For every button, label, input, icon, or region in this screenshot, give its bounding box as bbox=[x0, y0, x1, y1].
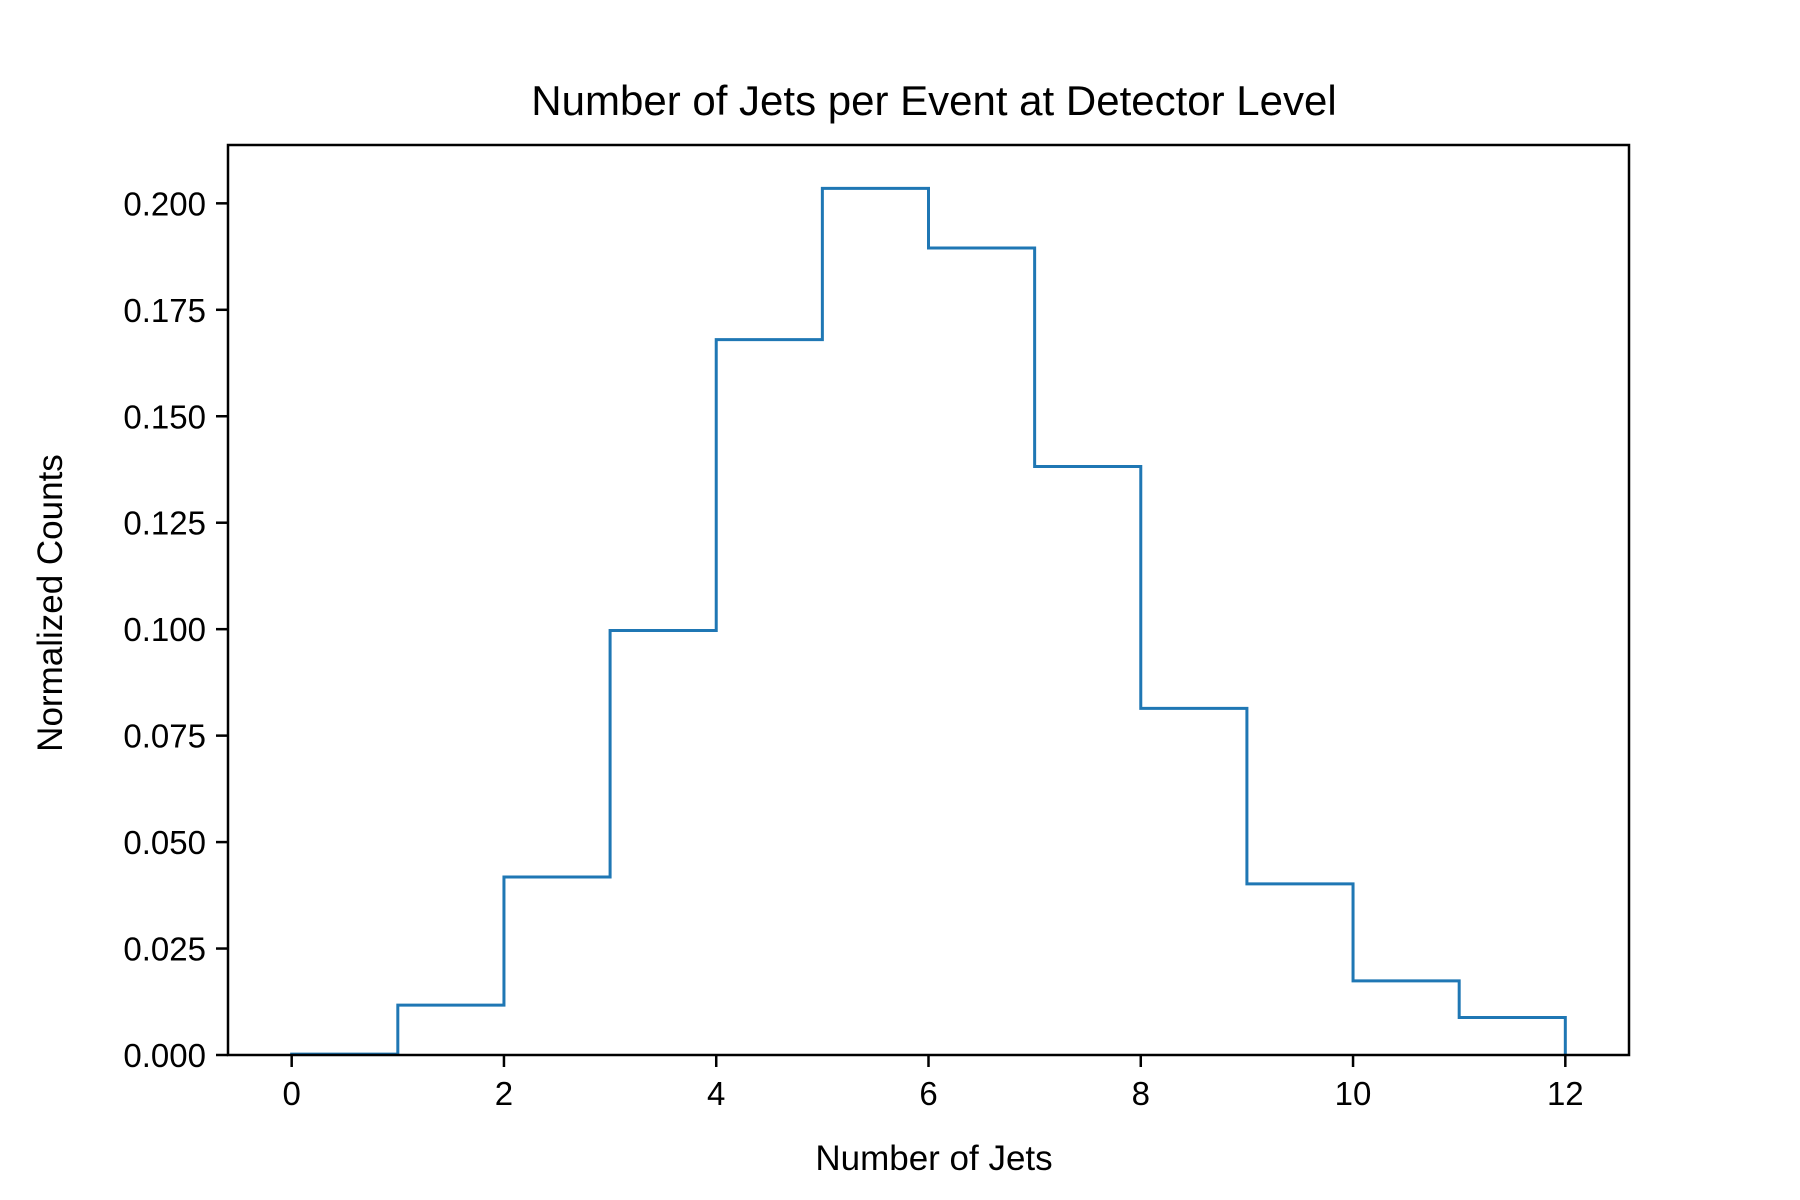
y-tick-label: 0.200 bbox=[123, 185, 206, 222]
y-axis-ticks: 0.000 0.025 0.050 0.075 0.100 0.125 0.150 0.175… bbox=[123, 185, 228, 1074]
chart-title: Number of Jets per Event at Detector Lev… bbox=[531, 77, 1336, 124]
x-axis-ticks: 0 2 4 6 8 10 12 bbox=[283, 1055, 1584, 1112]
x-tick-label: 12 bbox=[1547, 1075, 1584, 1112]
x-axis-label: Number of Jets bbox=[815, 1139, 1052, 1178]
x-tick-label: 4 bbox=[707, 1075, 725, 1112]
y-axis-label: Normalized Counts bbox=[31, 454, 70, 752]
x-tick-label: 6 bbox=[919, 1075, 937, 1112]
y-tick-label: 0.125 bbox=[123, 505, 206, 542]
x-tick-label: 8 bbox=[1132, 1075, 1150, 1112]
y-tick-label: 0.075 bbox=[123, 718, 206, 755]
y-tick-label: 0.100 bbox=[123, 611, 206, 648]
x-tick-label: 2 bbox=[495, 1075, 513, 1112]
histogram-step-line bbox=[290, 186, 1567, 1056]
y-tick-label: 0.050 bbox=[123, 824, 206, 861]
x-tick-label: 0 bbox=[283, 1075, 301, 1112]
y-tick-label: 0.175 bbox=[123, 292, 206, 329]
plot-area-frame bbox=[226, 143, 1631, 1057]
x-tick-label: 10 bbox=[1335, 1075, 1372, 1112]
y-tick-label: 0.025 bbox=[123, 931, 206, 968]
y-tick-label: 0.150 bbox=[123, 398, 206, 435]
y-tick-label: 0.000 bbox=[123, 1037, 206, 1074]
